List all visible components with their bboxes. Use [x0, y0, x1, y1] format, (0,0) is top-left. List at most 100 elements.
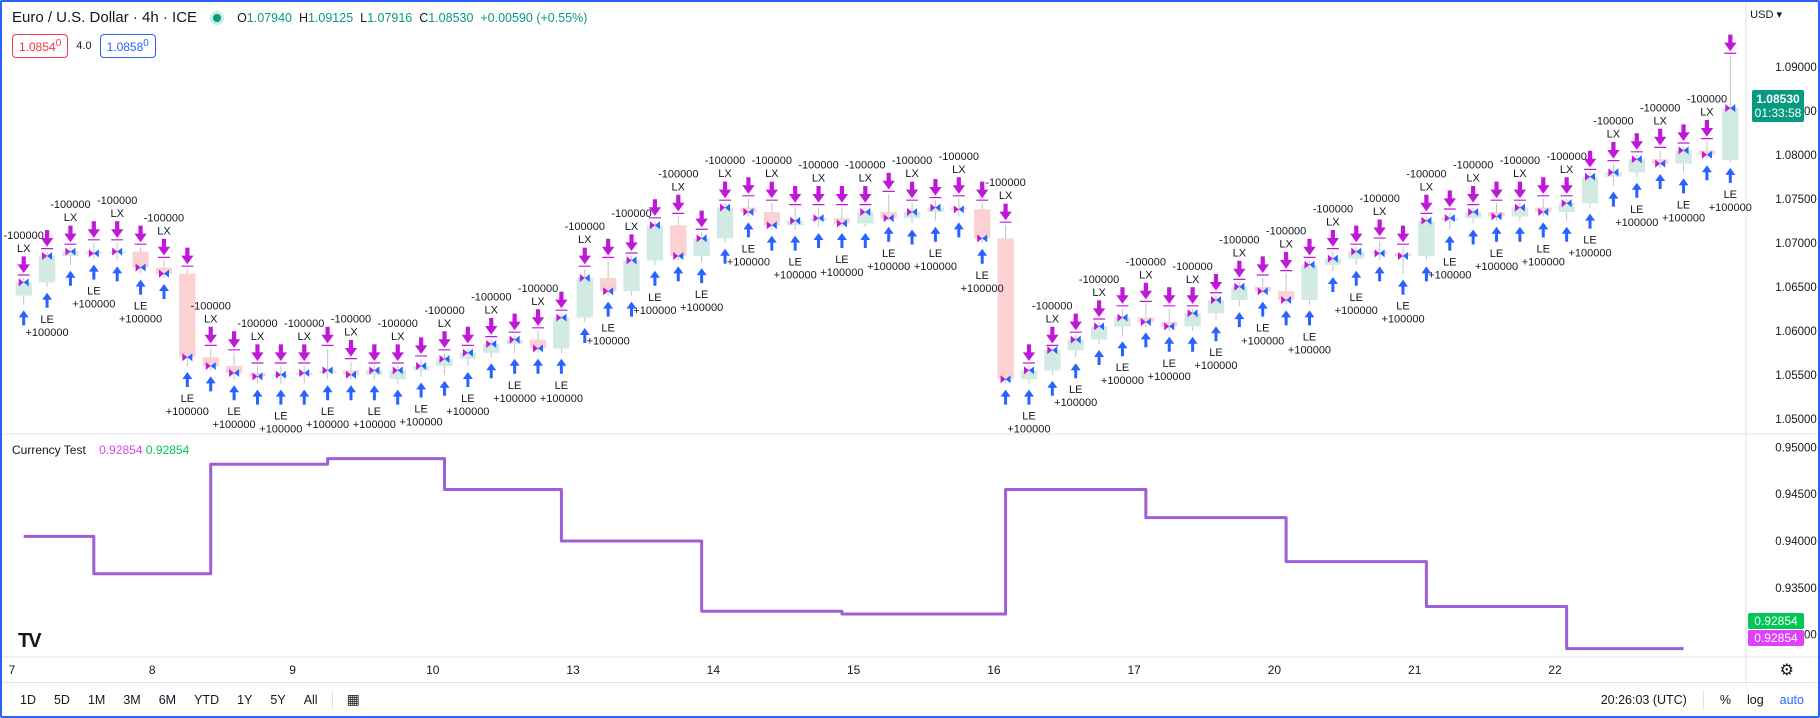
exit-qty-label: -100000	[1172, 261, 1212, 273]
candle-body	[1231, 286, 1248, 300]
timeframe-ytd[interactable]: YTD	[194, 692, 220, 707]
exit-qty-label: -100000	[1032, 300, 1072, 312]
entry-qty-label: +100000	[1335, 305, 1378, 317]
close-marker-icon	[42, 252, 48, 260]
open-marker-icon	[1332, 254, 1338, 263]
entry-label: LE	[1583, 235, 1596, 247]
candle-body	[85, 251, 103, 254]
timeframe-5d[interactable]: 5D	[53, 692, 70, 707]
exit-label: LX	[391, 331, 405, 343]
ohlc-values: O1.07940 H1.09125 L1.07916 C1.08530 +0.0…	[237, 11, 587, 25]
time-axis-label: 13	[566, 663, 580, 677]
close-marker-icon	[88, 249, 94, 258]
timeframe-1m[interactable]: 1M	[87, 692, 106, 707]
timeframe-1d[interactable]: 1D	[20, 692, 36, 707]
exit-qty-label: -100000	[1453, 160, 1493, 172]
entry-qty-label: +100000	[119, 314, 162, 326]
auto-toggle[interactable]: auto	[1779, 692, 1804, 707]
log-toggle[interactable]: log	[1746, 692, 1764, 707]
open-marker-icon	[561, 313, 567, 322]
percent-toggle[interactable]: %	[1719, 692, 1731, 707]
exit-arrow-icon	[905, 181, 919, 201]
currency-selector[interactable]: USD ▾	[1750, 8, 1782, 21]
open-marker-icon	[280, 370, 286, 379]
close-marker-icon	[1655, 159, 1661, 168]
timeframe-3m[interactable]: 3M	[123, 692, 141, 707]
exit-arrow-icon	[882, 172, 895, 192]
calendar-icon[interactable]: ▦	[346, 691, 360, 707]
buy-arrow-icon	[158, 284, 169, 299]
open-marker-icon	[912, 208, 918, 216]
gear-icon[interactable]: ⚙	[1779, 662, 1794, 679]
entry-label: LE	[695, 289, 708, 301]
utc-clock[interactable]: 20:26:03 (UTC)	[1600, 692, 1687, 707]
indicator-line	[23, 457, 1684, 651]
indicator-value-1: 0.92854	[99, 443, 143, 457]
tradingview-logo[interactable]: TV	[18, 630, 42, 652]
exit-arrow-icon	[1186, 287, 1199, 307]
open-marker-icon	[374, 366, 380, 375]
open-marker-icon	[841, 219, 847, 228]
close-marker-icon	[930, 203, 936, 212]
exit-arrow-icon	[391, 344, 404, 364]
symbol-legend[interactable]: Euro / U.S. Dollar · 4h · ICE O1.07940 H…	[12, 9, 587, 26]
timeframe-all[interactable]: All	[303, 692, 318, 707]
buy-arrow-icon	[1491, 226, 1502, 242]
open-marker-icon	[1426, 216, 1432, 225]
candle-body	[249, 373, 266, 377]
close-marker-icon	[1164, 322, 1170, 331]
exit-qty-label: -100000	[331, 314, 371, 326]
open-marker-icon	[187, 353, 193, 362]
sell-price-sup: 0	[55, 38, 62, 49]
entry-label: LE	[1162, 358, 1175, 370]
exit-label: LX	[438, 318, 452, 330]
indicator-name[interactable]: Currency Test	[12, 443, 86, 457]
exit-arrow-icon	[1630, 133, 1643, 153]
candle-body	[483, 344, 500, 353]
close-marker-icon	[1701, 150, 1707, 159]
open-marker-icon	[584, 274, 590, 282]
exit-arrow-icon	[531, 309, 545, 329]
close-marker-icon	[1047, 346, 1053, 355]
candle-body	[1137, 317, 1155, 322]
buy-arrow-icon	[392, 389, 403, 405]
close-marker-icon	[1374, 249, 1380, 258]
timeframe-6m[interactable]: 6M	[158, 692, 177, 707]
close-marker-icon	[813, 214, 819, 223]
exit-arrow-icon	[1490, 181, 1503, 201]
price-axis-label: 1.07000	[1775, 238, 1817, 250]
sell-button[interactable]: 1.08540	[12, 34, 69, 58]
entry-label: LE	[274, 411, 287, 423]
entry-qty-label: +100000	[1241, 336, 1284, 348]
open-marker-icon	[701, 234, 707, 243]
close-marker-icon	[1585, 172, 1591, 181]
exit-arrow-icon	[1443, 190, 1456, 210]
entry-qty-label: +100000	[633, 305, 676, 317]
entry-label: LE	[461, 393, 474, 405]
entry-qty-label: +100000	[1007, 424, 1050, 436]
timeframe-1y[interactable]: 1Y	[237, 692, 253, 707]
buy-button[interactable]: 1.08580	[99, 34, 156, 58]
timeframe-5y[interactable]: 5Y	[270, 692, 286, 707]
buy-arrow-icon	[533, 358, 544, 374]
time-axis-label: 15	[847, 663, 861, 677]
bottom-toolbar: 1D 5D 1M 3M 6M YTD 1Y 5Y All ▦ 20:26:03 …	[2, 682, 1818, 716]
indicator-legend[interactable]: Currency Test 0.92854 0.92854	[12, 443, 189, 457]
buy-arrow-icon	[1281, 310, 1292, 326]
candle-body	[1441, 218, 1458, 221]
close-marker-icon	[1000, 375, 1006, 384]
candle-body	[927, 207, 944, 212]
candle-body	[272, 374, 290, 377]
close-marker-icon	[1725, 104, 1731, 113]
exit-qty-label: -100000	[1359, 193, 1399, 205]
exit-label: LX	[1420, 181, 1434, 193]
exit-arrow-icon	[1677, 124, 1690, 144]
close-marker-icon	[205, 362, 211, 370]
exit-arrow-icon	[672, 194, 685, 214]
exit-qty-label: -100000	[97, 195, 137, 207]
entry-qty-label: +100000	[867, 261, 910, 273]
symbol-title[interactable]: Euro / U.S. Dollar · 4h · ICE	[12, 9, 198, 26]
candle-body	[225, 366, 243, 374]
candle-body	[693, 238, 710, 256]
